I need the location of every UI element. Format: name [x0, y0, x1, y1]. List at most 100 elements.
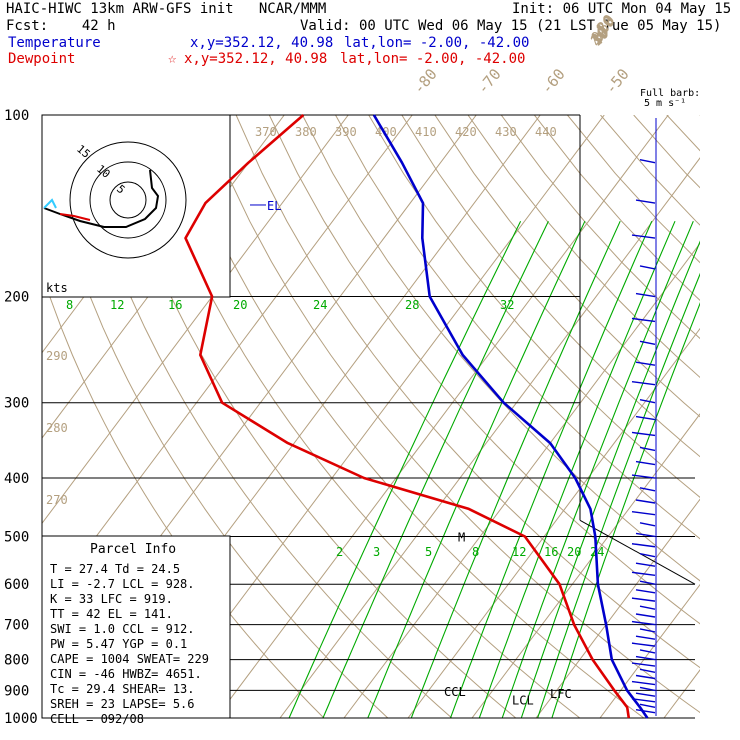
wind-barb — [639, 487, 656, 492]
parcel-info-row: CAPE = 1004 SWEAT= 229 — [50, 652, 209, 666]
model-title: HAIC-HIWC 13km ARW-GFS init NCAR/MMM — [6, 1, 327, 17]
hodograph-low-trace — [59, 213, 91, 221]
theta-label: 420 — [455, 125, 477, 139]
isotherm-line — [215, 115, 669, 718]
pressure-tick-label: 100 — [4, 108, 29, 124]
wind-barb — [635, 674, 656, 680]
mixing-ratio-label: 16 — [168, 298, 182, 312]
theta-label: 440 — [535, 125, 557, 139]
theta-label: 290 — [46, 349, 68, 363]
pressure-tick-label: 500 — [4, 529, 29, 545]
hodograph-ring — [109, 181, 147, 219]
dry-adiabat — [600, 115, 700, 226]
wind-barb — [631, 698, 656, 703]
wind-barb — [635, 532, 656, 538]
wind-barb — [631, 380, 656, 386]
hodograph-trace — [43, 169, 160, 228]
wind-barb — [639, 340, 656, 345]
mixing-ratio-label: 12 — [110, 298, 124, 312]
parcel-info-title: Parcel Info — [90, 542, 176, 557]
isotherm-line — [42, 115, 349, 525]
temperature-profile — [372, 114, 649, 719]
dry-adiabat — [699, 115, 700, 116]
theta-label: 390 — [335, 125, 357, 139]
plot-right-slant — [579, 519, 696, 585]
parcel-info-row: PW = 5.47 YGP = 0.1 — [50, 637, 187, 651]
wind-barb — [631, 597, 656, 602]
mixing-ratio-line — [449, 220, 653, 718]
wind-barb — [635, 692, 656, 697]
parcel-info-row: K = 33 LFC = 919. — [50, 592, 173, 606]
wind-barb — [639, 628, 656, 633]
isotherm-line — [42, 115, 413, 610]
mixing-ratio-label: 8 — [66, 298, 73, 312]
wind-barb — [635, 415, 656, 421]
dry-adiabat — [42, 133, 389, 718]
isotherm-line — [599, 583, 700, 718]
lfc-label: LFC — [550, 687, 572, 701]
dry-adiabat — [235, 115, 700, 669]
wind-barb — [639, 522, 656, 527]
dry-adiabat — [434, 115, 700, 418]
hodograph-ring — [69, 141, 187, 259]
isotherm-label: -50 — [602, 65, 633, 97]
hodograph-unit: kts — [46, 281, 68, 295]
wind-barb — [639, 668, 656, 674]
parcel-info-row: SWI = 1.0 CCL = 912. — [50, 622, 195, 636]
wind-barb — [631, 431, 656, 437]
pressure-tick-label: 300 — [4, 396, 29, 412]
wind-barb — [631, 642, 656, 647]
mixing-ratio-line — [501, 220, 694, 718]
parcel-info-row: SREH = 23 LAPSE= 5.6 — [50, 697, 195, 711]
dewpoint-xy: x,y=352.12, 40.98 — [184, 51, 328, 67]
mixing-ratio-line — [537, 272, 700, 718]
mixing-ratio-label: 8 — [472, 545, 479, 559]
wind-barb — [635, 499, 656, 504]
m-label: M — [458, 530, 465, 544]
mixing-ratio-label: 28 — [405, 298, 419, 312]
wind-barb — [635, 292, 656, 298]
dry-adiabat — [136, 115, 581, 718]
theta-label: 270 — [46, 493, 68, 507]
wind-barb — [635, 589, 656, 594]
mixing-ratio-label: 2 — [336, 545, 343, 559]
parcel-info-row: Tc = 29.4 SHEAR= 13. — [50, 682, 195, 696]
wind-barb — [635, 361, 656, 366]
hodograph-top-trace — [43, 198, 57, 209]
lcl-label: LCL — [512, 693, 534, 707]
valid-time: Valid: 00 UTC Wed 06 May 15 (21 LST Tue … — [300, 18, 722, 34]
forecast-hour: Fcst: 42 h — [6, 18, 116, 34]
dry-adiabat — [633, 115, 700, 189]
wind-barb — [639, 703, 656, 708]
mixing-ratio-line — [288, 220, 522, 718]
isotherm-line — [279, 157, 700, 718]
pressure-tick-label: 800 — [4, 653, 29, 669]
isotherm-line — [728, 115, 740, 718]
mixing-ratio-label: 32 — [500, 298, 514, 312]
init-time: Init: 06 UTC Mon 04 May 15 — [512, 1, 732, 17]
parcel-info-row: CELL = 092/08 — [50, 712, 144, 726]
isotherm-line — [663, 669, 700, 718]
mixing-ratio-label: 3 — [373, 545, 380, 559]
theta-label: 280 — [46, 421, 68, 435]
dry-adiabat — [335, 115, 700, 540]
wind-barb — [639, 552, 656, 558]
wind-barb — [639, 399, 656, 404]
mixing-ratio-label: 24 — [313, 298, 327, 312]
full-barb-label: Full barb: — [640, 88, 701, 99]
wind-barb — [635, 709, 656, 714]
wind-barb — [635, 635, 656, 640]
wind-barb — [635, 613, 656, 618]
wind-barb — [631, 620, 656, 626]
mixing-ratio-label: 20 — [233, 298, 247, 312]
parcel-info-box — [41, 535, 231, 719]
wind-barb — [635, 562, 656, 567]
pressure-tick-label: 200 — [4, 290, 29, 306]
wind-barb — [639, 446, 656, 452]
wind-barb — [639, 580, 656, 585]
mixing-ratio-line — [322, 220, 549, 718]
isotherm-line — [471, 413, 700, 718]
barb-unit-label: 5 m s⁻¹ — [644, 98, 687, 109]
